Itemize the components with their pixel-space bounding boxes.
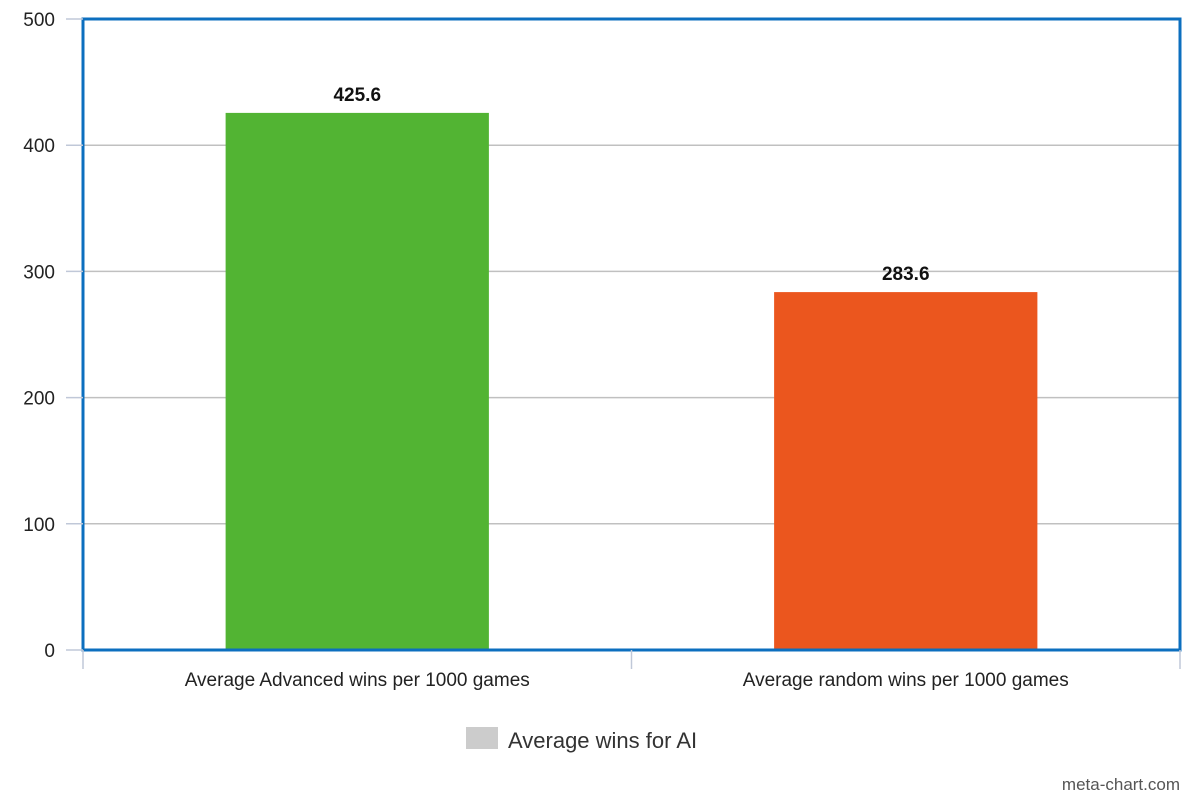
- y-tick-label: 400: [23, 136, 55, 157]
- y-tick-label: 0: [44, 641, 55, 662]
- bar: [774, 292, 1038, 650]
- bar: [225, 112, 489, 650]
- x-axis: Average Advanced wins per 1000 games Aver…: [82, 650, 1181, 691]
- legend-swatch: [466, 727, 498, 749]
- y-tick-label: 200: [23, 389, 55, 410]
- legend-label: Average wins for AI: [508, 728, 697, 753]
- y-tick-label: 500: [23, 10, 55, 31]
- legend[interactable]: Average wins for AI: [466, 727, 697, 753]
- y-axis: 0 100 200 300 400 500: [23, 10, 83, 662]
- x-category-label: Average Advanced wins per 1000 games: [185, 670, 530, 691]
- bars: [225, 112, 1038, 650]
- x-category-label: Average random wins per 1000 games: [743, 670, 1069, 691]
- bar-value-label: 425.6: [333, 85, 381, 106]
- value-labels: 425.6 283.6: [333, 85, 929, 285]
- y-tick-label: 100: [23, 515, 55, 536]
- watermark: meta-chart.com: [1062, 775, 1180, 794]
- y-tick-label: 300: [23, 262, 55, 283]
- bar-value-label: 283.6: [882, 264, 930, 285]
